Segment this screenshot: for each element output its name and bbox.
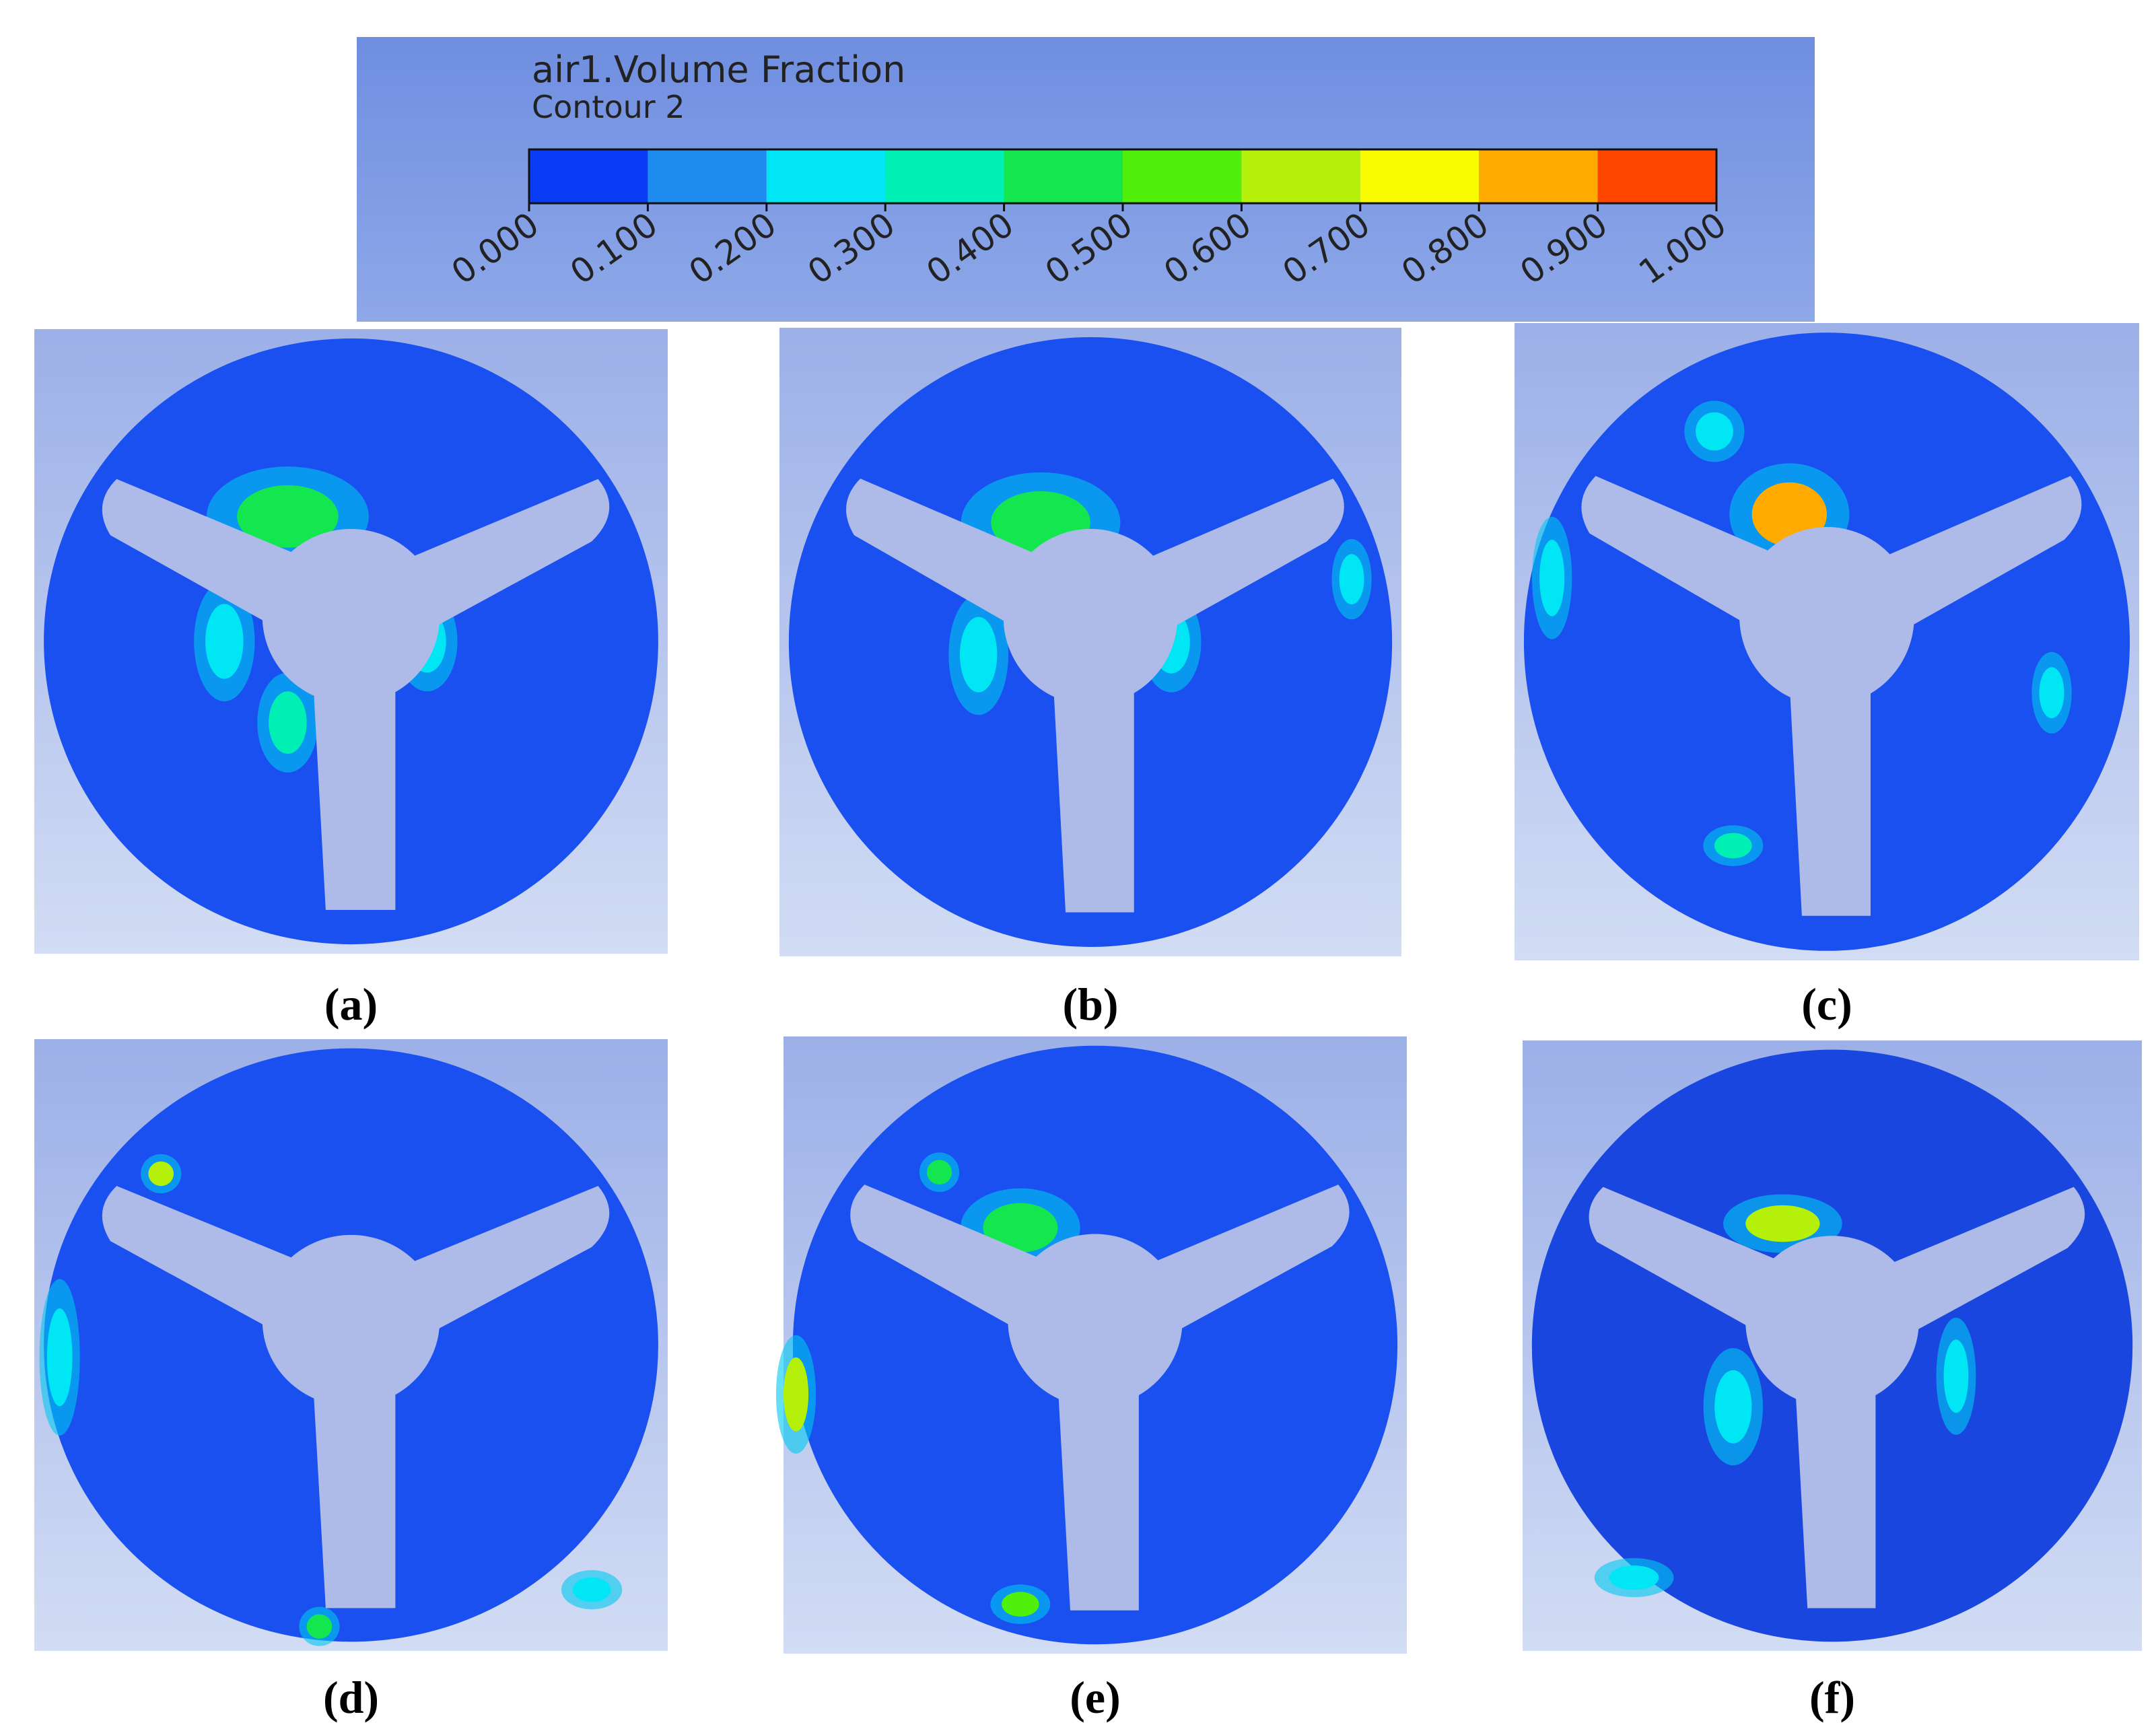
blade (1589, 1187, 1808, 1346)
color-segment (766, 149, 886, 203)
air-pocket (1714, 1370, 1752, 1444)
panel-label: (b) (1062, 979, 1118, 1030)
air-pocket (1539, 539, 1565, 616)
contour-panel (1515, 323, 2139, 960)
panel-label: (d) (323, 1672, 379, 1723)
air-pocket (1943, 1339, 1969, 1413)
air-pocket (959, 616, 998, 693)
blade (102, 479, 326, 641)
color-segment (1360, 149, 1480, 203)
color-segment (1479, 149, 1598, 203)
blade (1057, 1382, 1139, 1611)
blade (313, 678, 396, 911)
contour-panel (775, 1036, 1407, 1654)
blade (1795, 1382, 1876, 1609)
blade (1053, 680, 1134, 913)
blade (1132, 1185, 1350, 1345)
color-segment (1597, 149, 1716, 203)
contour-panel (34, 1039, 668, 1651)
color-segment (1004, 149, 1123, 203)
color-segment (648, 149, 767, 203)
air-pocket (237, 485, 339, 548)
legend-title: air1.Volume Fraction (532, 48, 905, 91)
contour-panel (1523, 1040, 2142, 1651)
color-segment (529, 149, 648, 203)
blade (388, 479, 610, 641)
air-pocket (1609, 1565, 1659, 1590)
blade (1869, 1187, 2085, 1346)
air-pocket (1339, 554, 1364, 604)
blade (1581, 476, 1802, 642)
color-segment (885, 149, 1004, 203)
air-pocket (306, 1614, 333, 1639)
blade (846, 479, 1066, 642)
blade (850, 1185, 1070, 1345)
air-pocket (784, 1357, 809, 1432)
panel-label: (a) (324, 979, 378, 1030)
air-pocket (46, 1308, 73, 1407)
blade (313, 1382, 396, 1609)
air-pocket (148, 1161, 174, 1187)
color-segment (1123, 149, 1242, 203)
air-pocket (1714, 833, 1752, 859)
air-pocket (205, 604, 244, 679)
air-pocket (926, 1160, 952, 1185)
blade (1127, 479, 1344, 642)
air-pocket (269, 691, 307, 754)
air-pocket (1002, 1592, 1039, 1617)
panel-label: (c) (1801, 979, 1852, 1030)
color-segment (1241, 149, 1360, 203)
contour-panel (34, 329, 668, 954)
legend-subtitle: Contour 2 (532, 89, 685, 125)
blade (1864, 476, 2082, 642)
air-pocket (572, 1577, 611, 1602)
contour-panel (779, 328, 1401, 956)
panels: (a) (b) (c) (d) (e) (f) (34, 323, 2142, 1723)
air-pocket (983, 1203, 1058, 1252)
air-pocket (1696, 412, 1733, 451)
blade (388, 1186, 610, 1345)
air-pocket (1745, 1205, 1820, 1242)
panel-label: (e) (1070, 1672, 1120, 1723)
blade (102, 1186, 326, 1345)
air-pocket (2039, 667, 2064, 719)
panel-label: (f) (1809, 1672, 1855, 1723)
blade (1789, 680, 1871, 916)
